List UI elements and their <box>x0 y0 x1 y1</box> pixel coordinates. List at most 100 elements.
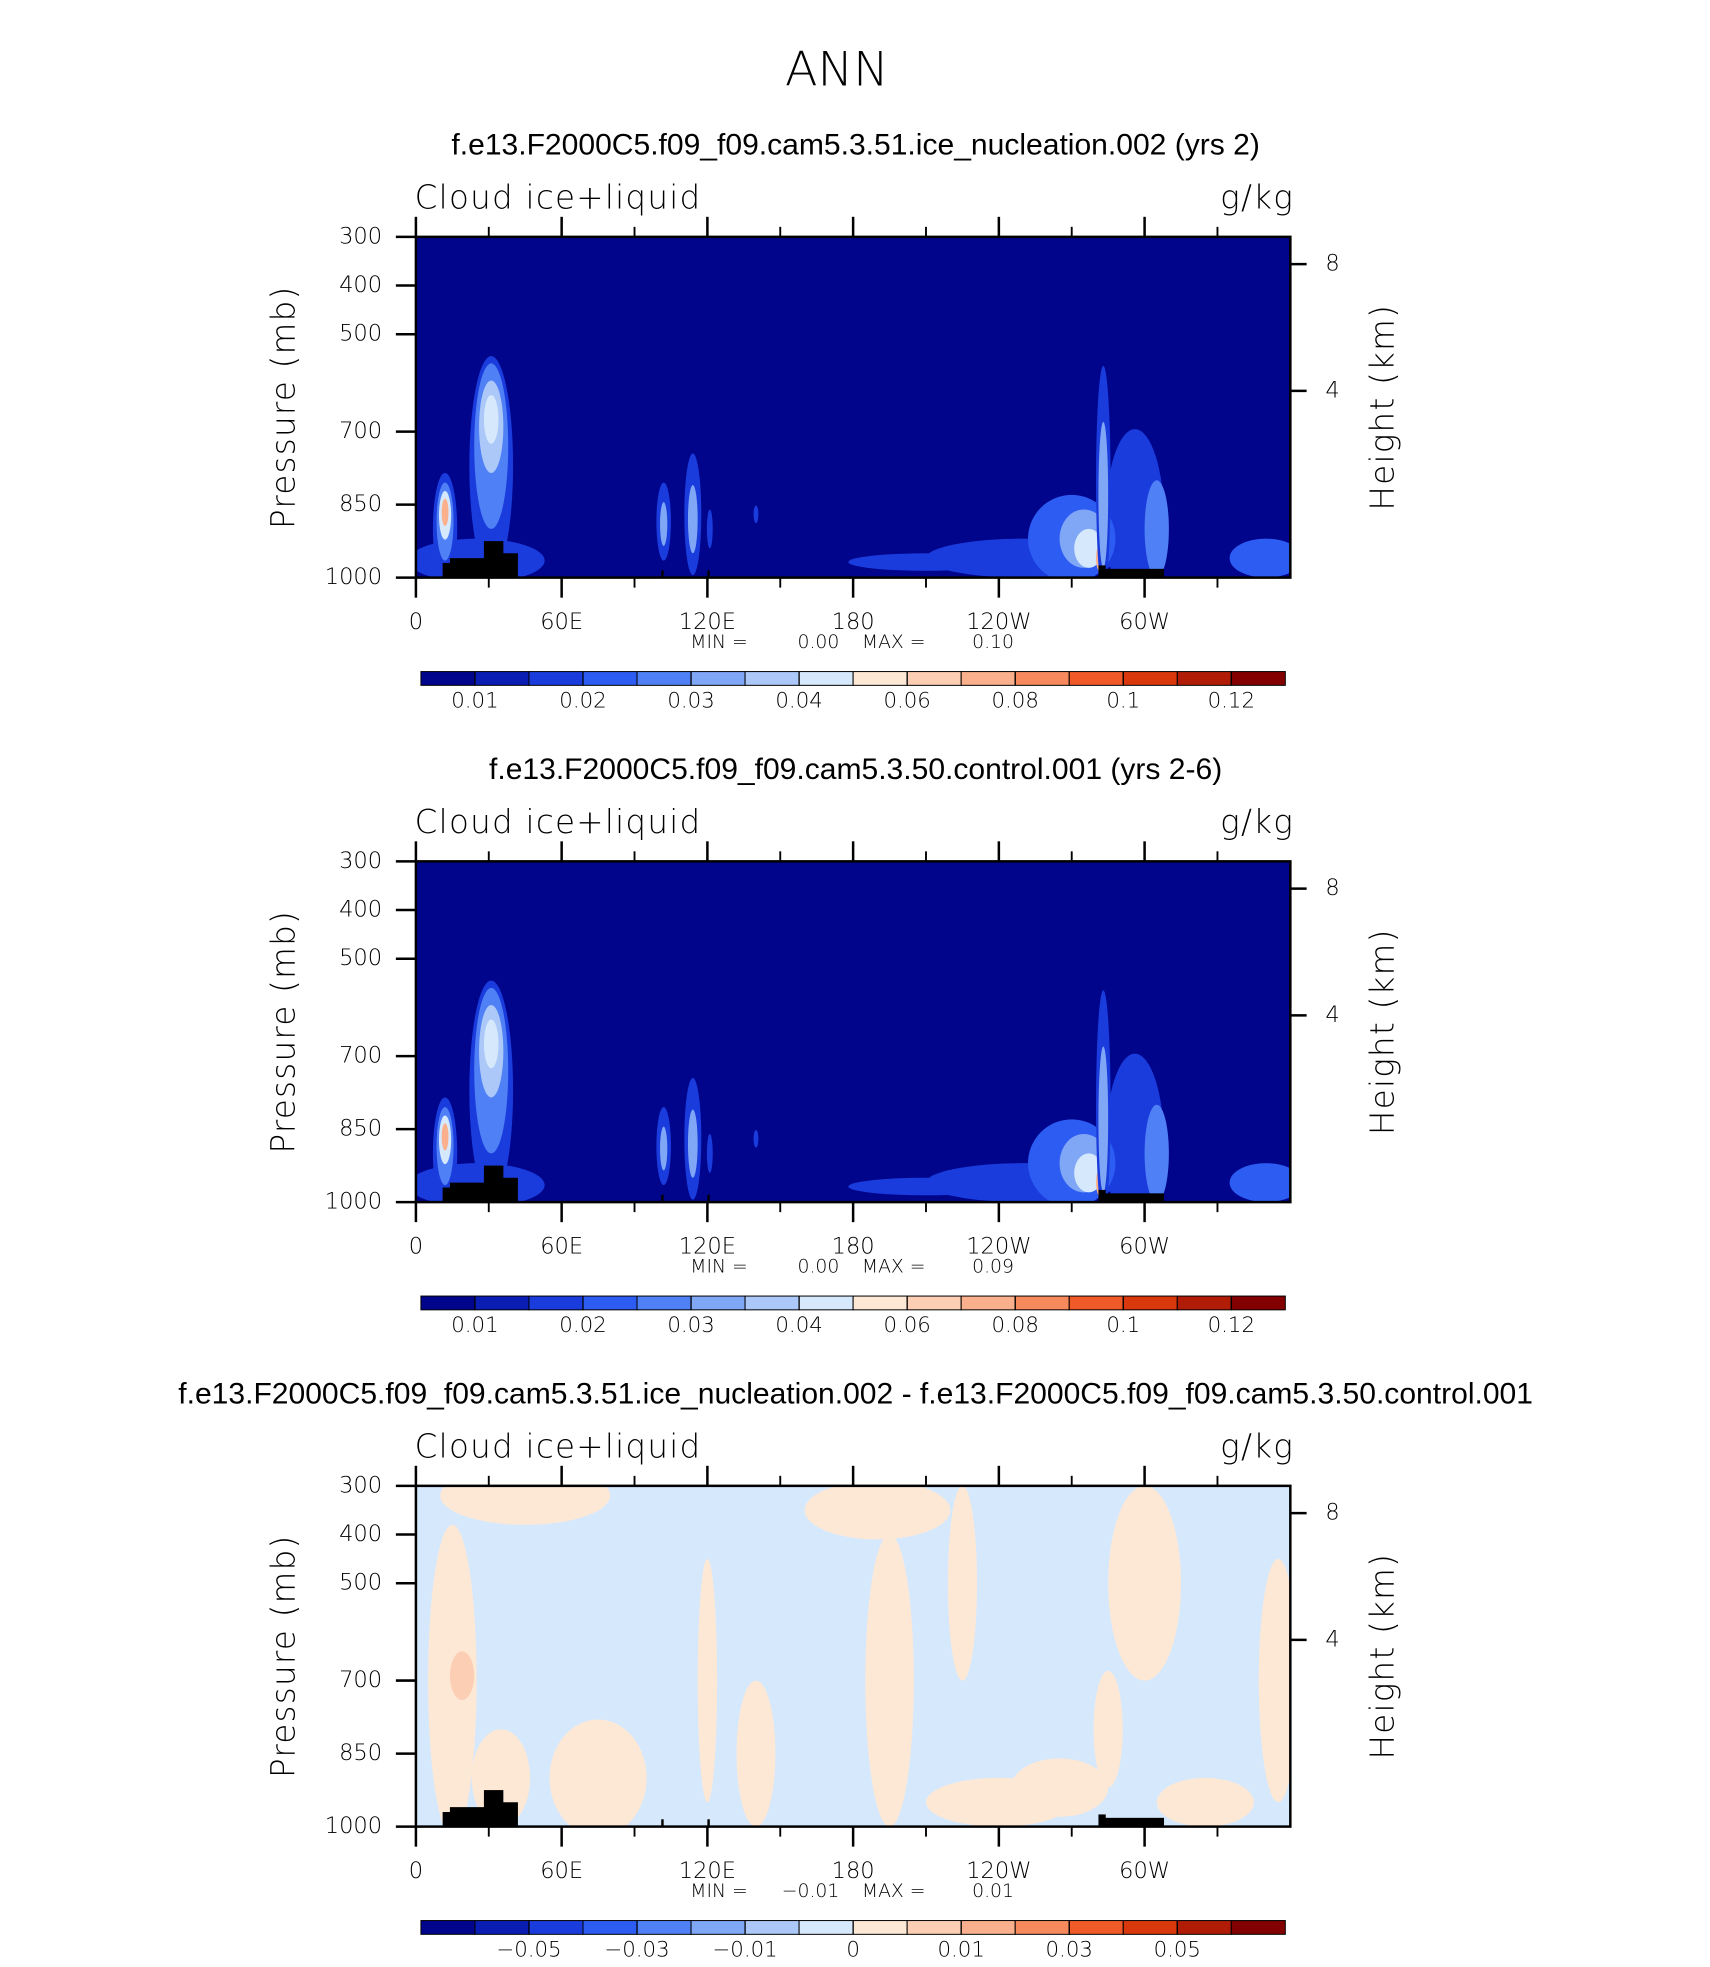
colorbar-box <box>474 1920 530 1935</box>
colorbar-box <box>960 671 1016 686</box>
terrain <box>661 1194 664 1203</box>
contour-fill <box>1144 480 1169 578</box>
colorbar-box <box>420 1295 476 1311</box>
colorbar-box <box>1068 1920 1124 1935</box>
contour-fill <box>1229 1163 1291 1203</box>
contour-fill <box>1098 421 1109 568</box>
left-string: Cloud ice+liquid <box>415 803 702 841</box>
y-tick-label: 300 <box>339 848 382 874</box>
colorbar-label: −0.05 <box>496 1938 561 1963</box>
x-tick-label: 0 <box>409 1858 423 1884</box>
contour-fill <box>753 505 759 524</box>
contour-fill <box>1229 538 1291 578</box>
x-tick-label: 120W <box>966 1858 1031 1884</box>
right-string: g/kg <box>1220 803 1294 841</box>
colorbar-label: 0.12 <box>1208 689 1255 714</box>
contour-fill <box>1108 1485 1182 1681</box>
terrain <box>1100 568 1165 578</box>
colorbar-box <box>690 1295 746 1311</box>
colorbar-label: 0.06 <box>883 689 930 714</box>
colorbar-box <box>636 671 692 686</box>
y2-tick-label: 4 <box>1325 1626 1339 1652</box>
contour-fill <box>1258 1558 1291 1803</box>
panel: f.e13.F2000C5.f09_f09.cam5.3.50.control.… <box>265 753 1402 1338</box>
y-tick-label: 400 <box>339 272 382 298</box>
colorbar-box <box>636 1295 692 1311</box>
colorbar-label: 0.08 <box>991 1313 1038 1338</box>
panel-title: f.e13.F2000C5.f09_f09.cam5.3.50.control.… <box>489 753 1222 786</box>
colorbar-label: 0.02 <box>559 689 606 714</box>
contour-field <box>415 861 1291 1203</box>
colorbar-box <box>474 1295 530 1311</box>
contour-fill <box>706 509 713 549</box>
x-tick-label: 120E <box>679 609 736 635</box>
colorbar-box <box>1068 671 1124 686</box>
colorbar-label: 0.04 <box>775 1313 822 1338</box>
colorbar-box <box>1176 671 1232 686</box>
contour-fill <box>753 1130 759 1148</box>
colorbar-label: 0.01 <box>451 689 498 714</box>
contour-fill <box>483 1019 499 1069</box>
x-tick-label: 0 <box>409 609 423 635</box>
y-tick-label: 850 <box>339 491 382 517</box>
y-tick-label: 500 <box>339 945 382 971</box>
colorbar-label: 0.08 <box>991 689 1038 714</box>
colorbar-box <box>852 1295 908 1311</box>
colorbar-box <box>744 1295 800 1311</box>
colorbar-box <box>528 671 584 686</box>
y-tick-label: 300 <box>339 223 382 249</box>
contour-fill <box>1156 1777 1254 1827</box>
terrain <box>707 570 710 578</box>
colorbar-label: −0.01 <box>712 1938 777 1963</box>
contour-fill <box>449 1651 475 1701</box>
x-tick-label: 180 <box>832 1234 875 1260</box>
contour-field <box>415 1485 1291 1827</box>
y-tick-label: 700 <box>339 1667 382 1693</box>
terrain <box>1100 1193 1165 1203</box>
y2-tick-label: 8 <box>1325 875 1339 901</box>
y-tick-label: 850 <box>339 1116 382 1142</box>
contour-fill <box>687 1109 698 1178</box>
panel-title: f.e13.F2000C5.f09_f09.cam5.3.51.ice_nucl… <box>178 1378 1533 1411</box>
colorbar-box <box>960 1920 1016 1935</box>
x-tick-label: 180 <box>832 1858 875 1884</box>
x-tick-label: 60E <box>540 1858 583 1884</box>
y-tick-label: 700 <box>339 1043 382 1069</box>
right-string: g/kg <box>1220 1427 1294 1465</box>
x-tick-label: 60E <box>540 609 583 635</box>
y2-tick-label: 8 <box>1325 251 1339 277</box>
y-tick-label: 500 <box>339 1570 382 1596</box>
colorbar-box <box>960 1295 1016 1311</box>
terrain <box>496 553 518 578</box>
colorbar-box <box>852 671 908 686</box>
min-label: MIN = <box>690 632 748 653</box>
colorbar-box <box>1122 1295 1178 1311</box>
terrain <box>1100 1817 1165 1827</box>
colorbar-box <box>582 1295 638 1311</box>
colorbar-box <box>420 671 476 686</box>
contour-fill <box>865 1534 914 1827</box>
x-tick-label: 120E <box>679 1858 736 1884</box>
terrain <box>707 1194 710 1203</box>
x-tick-label: 120W <box>966 1234 1031 1260</box>
colorbar-box <box>582 1920 638 1935</box>
contour-fill <box>660 1126 668 1171</box>
contour-fill <box>440 1485 611 1525</box>
colorbar-box <box>744 1920 800 1935</box>
x-tick-label: 120W <box>966 609 1031 635</box>
colorbar-box <box>1014 1295 1070 1311</box>
y-tick-label: 1000 <box>325 564 382 590</box>
colorbar-box <box>906 1920 962 1935</box>
terrain <box>496 1802 518 1827</box>
colorbar-label: 0.02 <box>559 1313 606 1338</box>
colorbar-label: 0.12 <box>1208 1313 1255 1338</box>
y2-axis-title: Height (km) <box>1363 928 1401 1135</box>
y-tick-label: 400 <box>339 897 382 923</box>
colorbar-box <box>1230 671 1286 686</box>
contour-fill <box>660 502 668 546</box>
terrain <box>661 1819 664 1827</box>
contour-fill <box>687 485 698 554</box>
contour-fill <box>1011 1758 1109 1817</box>
